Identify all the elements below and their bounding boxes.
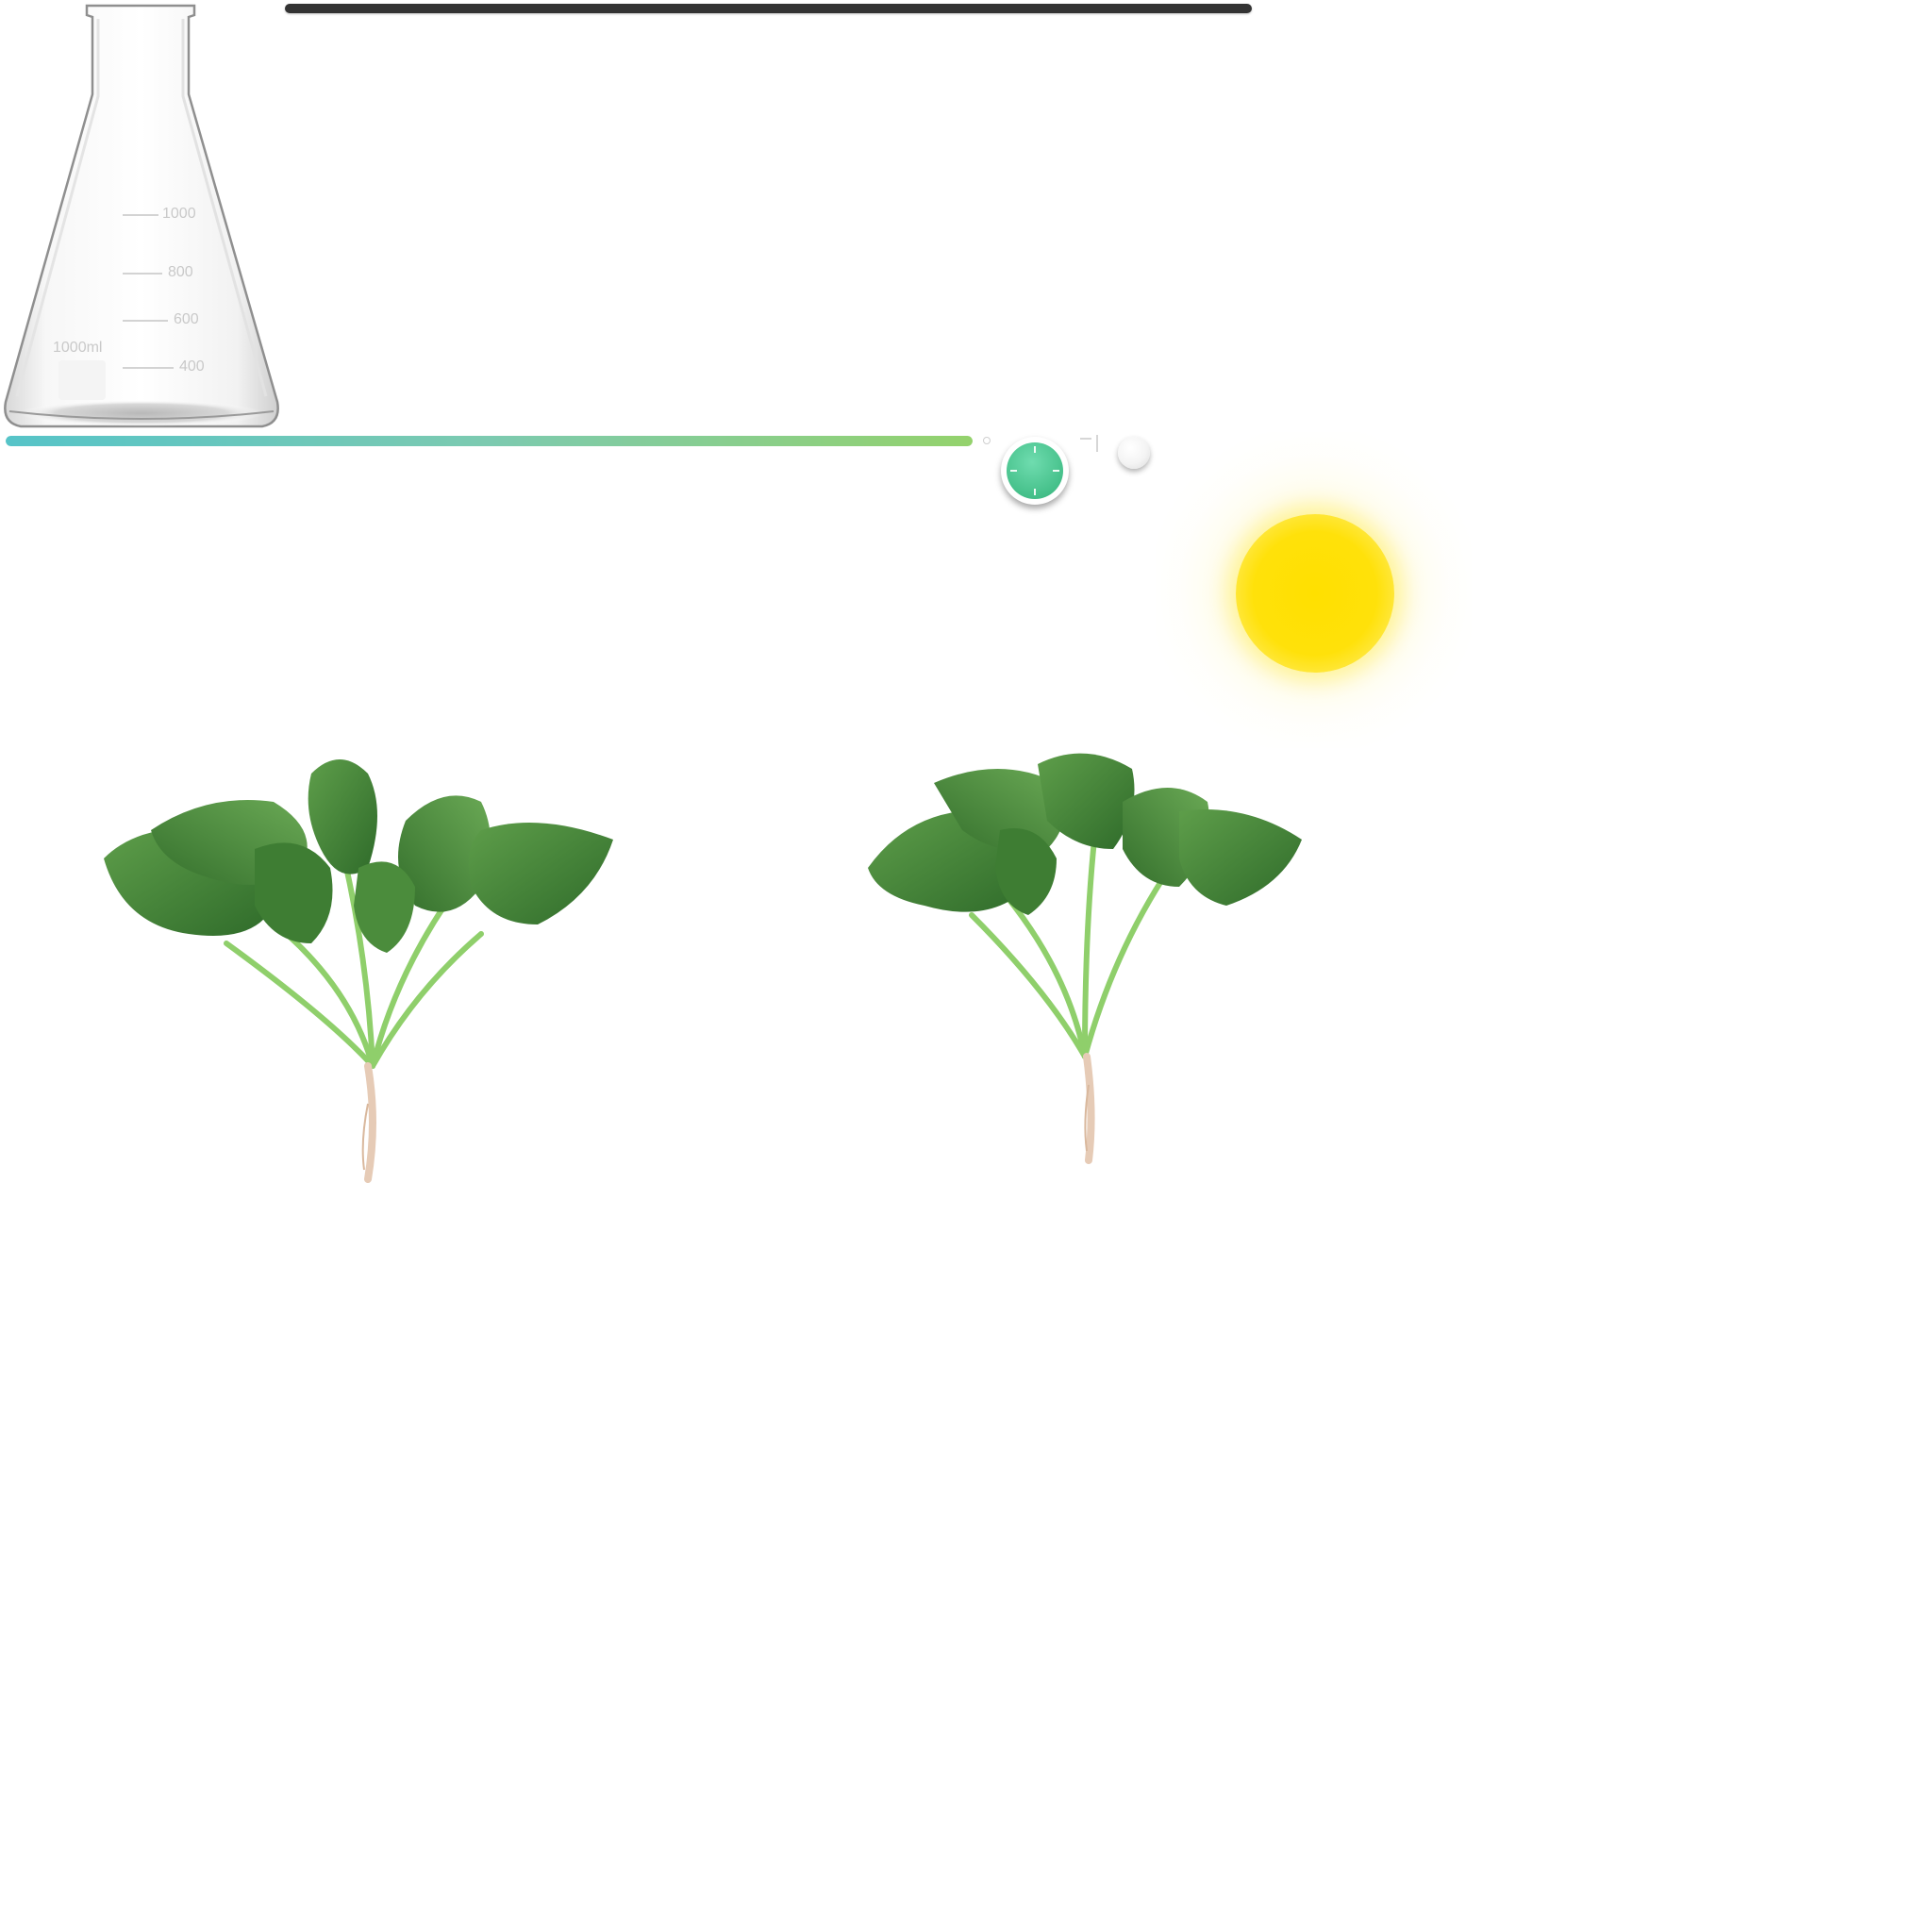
flask-volume-label: 1000ml (53, 340, 103, 356)
flask-mark-label: 800 (168, 264, 193, 280)
spinach-plant-icon (104, 759, 613, 1183)
progress-end-marker (983, 437, 991, 444)
plant-right[interactable] (858, 745, 1321, 1170)
flask-mark-label: 600 (174, 311, 199, 327)
toggle-knob-icon[interactable] (1118, 437, 1150, 469)
flask-mark-label: 400 (179, 358, 205, 375)
sun-icon[interactable] (1236, 514, 1394, 673)
flask-icon (4, 4, 279, 428)
clock-icon (1007, 442, 1063, 499)
progress-bar (6, 436, 973, 446)
plant-left[interactable] (85, 745, 632, 1189)
progress-fill (6, 436, 973, 446)
spinach-plant-icon (868, 753, 1302, 1164)
top-bar (285, 4, 1252, 13)
timer-button[interactable] (1001, 437, 1069, 505)
slider-icon (1080, 435, 1098, 452)
flask-mark-label: 1000 (162, 206, 196, 222)
erlenmeyer-flask[interactable]: 1000 800 600 400 1000ml (0, 0, 283, 434)
